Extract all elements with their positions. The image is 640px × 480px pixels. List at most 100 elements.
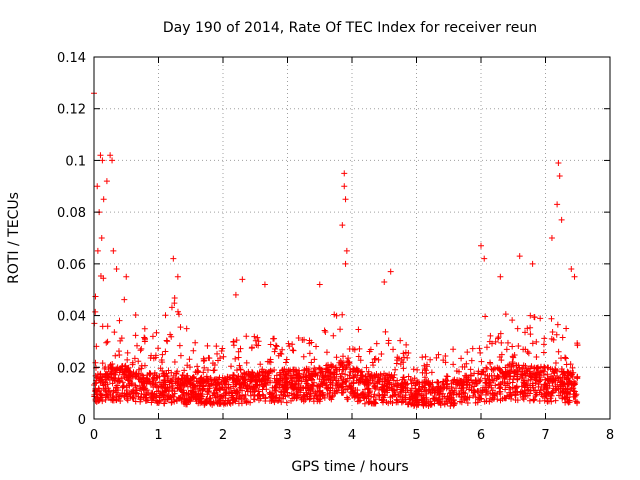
data-point [233, 390, 240, 397]
data-point [365, 377, 372, 384]
data-point [555, 160, 562, 167]
data-point [137, 398, 144, 405]
data-point [450, 346, 457, 353]
data-point [95, 385, 102, 392]
data-point [421, 379, 428, 386]
data-point [563, 325, 570, 332]
data-point [98, 235, 105, 241]
data-point [450, 396, 457, 403]
data-point [550, 368, 557, 375]
data-point [239, 387, 246, 394]
data-point [161, 396, 168, 403]
data-point [174, 380, 181, 387]
data-point [540, 341, 547, 348]
data-point [366, 348, 373, 355]
data-point [351, 346, 358, 353]
data-point [503, 346, 510, 353]
data-point [527, 331, 534, 338]
data-point [204, 366, 211, 373]
data-point [567, 386, 574, 393]
data-point [561, 374, 568, 381]
data-point [184, 362, 191, 369]
data-point [540, 349, 547, 356]
data-point [190, 347, 197, 354]
y-tick-label: 0.12 [57, 103, 86, 118]
data-point [159, 389, 166, 396]
data-point [250, 383, 257, 390]
data-point [204, 389, 211, 396]
data-point [520, 379, 527, 386]
data-point [402, 380, 409, 387]
data-point [564, 372, 571, 379]
data-point [463, 360, 470, 367]
data-point [271, 348, 278, 355]
data-point [221, 387, 228, 394]
data-point [408, 385, 415, 392]
data-point [334, 387, 341, 394]
data-point [481, 398, 488, 405]
x-tick-label: 2 [219, 428, 227, 443]
data-point [394, 386, 401, 393]
data-point [358, 368, 365, 375]
data-point [174, 385, 181, 392]
data-point [494, 364, 501, 371]
data-point [451, 401, 458, 408]
data-point [478, 242, 484, 249]
data-point [529, 340, 536, 347]
data-point [113, 396, 120, 403]
data-point [171, 294, 178, 301]
data-point [125, 367, 132, 374]
data-point [371, 382, 378, 389]
data-point [544, 384, 551, 391]
data-point [483, 344, 490, 351]
data-point [272, 342, 279, 349]
data-point [148, 389, 155, 396]
data-point [377, 372, 384, 379]
data-point [154, 398, 161, 405]
data-point [168, 369, 175, 376]
data-point [455, 391, 462, 398]
data-point [330, 371, 337, 378]
data-point [527, 312, 534, 319]
data-point [477, 349, 484, 356]
data-point [156, 373, 163, 380]
data-point [366, 399, 373, 406]
data-point [435, 396, 442, 403]
data-point [191, 382, 198, 389]
data-point [489, 376, 496, 383]
data-point [519, 366, 526, 373]
data-point [419, 369, 426, 376]
data-point [553, 331, 560, 338]
data-point [248, 377, 255, 384]
data-point [267, 379, 274, 386]
data-point [124, 356, 131, 363]
data-point [446, 393, 453, 400]
data-point [312, 389, 319, 396]
data-point [308, 339, 315, 346]
data-point [259, 368, 266, 375]
data-point [149, 333, 156, 340]
data-point [387, 374, 394, 381]
data-point [177, 324, 184, 331]
data-point [119, 379, 126, 386]
data-point [262, 376, 269, 383]
data-point [357, 378, 364, 385]
data-point [524, 325, 531, 332]
data-point [267, 341, 274, 348]
data-point [428, 401, 435, 408]
data-point [338, 359, 345, 366]
data-point [252, 372, 259, 379]
data-point [464, 349, 471, 356]
data-point [351, 394, 358, 401]
data-point [365, 393, 372, 400]
data-point [364, 377, 371, 384]
data-point [400, 365, 407, 372]
x-tick-label: 0 [90, 428, 98, 443]
data-point [165, 375, 172, 382]
data-point [478, 368, 485, 375]
data-point [400, 387, 407, 394]
data-point [170, 255, 177, 262]
data-point [97, 377, 104, 384]
data-point [527, 373, 534, 380]
